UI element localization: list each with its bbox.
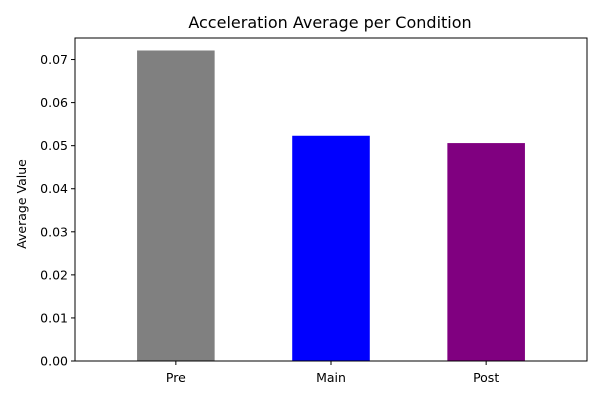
chart-title: Acceleration Average per Condition	[188, 13, 471, 32]
y-tick-label: 0.04	[40, 181, 68, 196]
y-axis-label: Average Value	[14, 159, 29, 249]
y-tick-label: 0.07	[40, 52, 68, 67]
x-tick-label: Pre	[166, 370, 186, 385]
bar-post	[447, 143, 525, 361]
bar-pre	[137, 50, 215, 362]
y-tick-label: 0.06	[40, 95, 68, 110]
y-axis: 0.00 0.01 0.02 0.03 0.04 0.05 0.06 0.07	[40, 52, 75, 369]
y-tick-label: 0.00	[40, 354, 68, 369]
x-tick-label: Post	[473, 370, 499, 385]
plot-frame	[74, 37, 588, 362]
x-axis: Pre Main Post	[166, 361, 499, 385]
bar-main	[292, 135, 370, 361]
y-tick-label: 0.03	[40, 224, 68, 239]
y-tick-label: 0.02	[40, 267, 68, 282]
bars-group	[137, 50, 525, 362]
y-tick-label: 0.05	[40, 138, 68, 153]
y-tick-label: 0.01	[40, 310, 68, 325]
x-tick-label: Main	[316, 370, 346, 385]
